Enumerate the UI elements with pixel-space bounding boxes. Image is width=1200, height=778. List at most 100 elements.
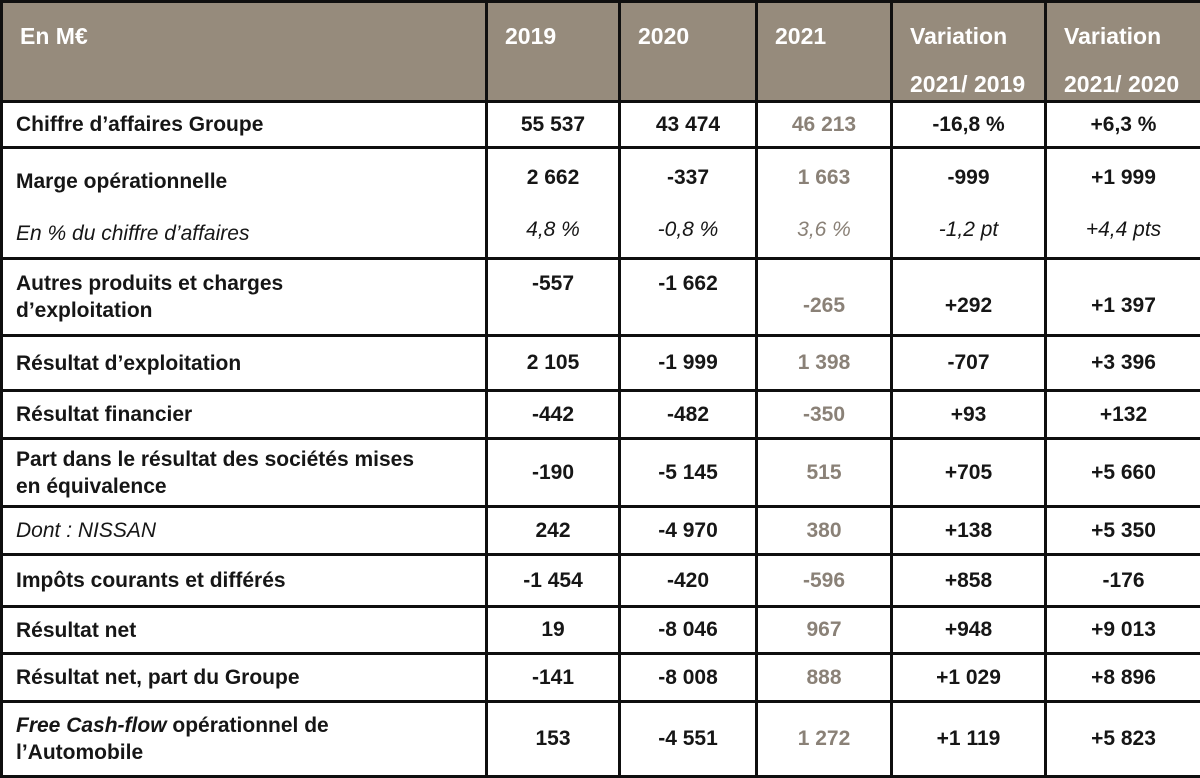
cell-variation-2019: +138 xyxy=(890,505,1047,556)
cell-2021: -265 xyxy=(755,257,893,337)
cell-variation-2020: +5 660 xyxy=(1044,437,1200,508)
cell-2019: 55 537 xyxy=(485,100,621,149)
row-label-line1: Free Cash-flow opérationnel de xyxy=(16,712,477,739)
cell-variation-2020: +5 823 xyxy=(1044,700,1200,778)
variation-period: 2021/ 2020 xyxy=(1064,71,1180,97)
cell-variation-2020: +1 397 xyxy=(1044,257,1200,337)
row-resultat-net: Résultat net 19 -8 046 967 +948 +9 013 xyxy=(0,605,1200,655)
row-label: Marge opérationnelle En % du chiffre d’a… xyxy=(0,146,488,260)
cell-variation-2020: -176 xyxy=(1044,553,1200,608)
cell-2021: 1 398 xyxy=(755,334,893,392)
cell-2021: 380 xyxy=(755,505,893,556)
value-sub: -1,2 pt xyxy=(938,218,999,241)
row-label-sub: En % du chiffre d’affaires xyxy=(16,222,250,245)
value-main: -337 xyxy=(666,166,710,189)
cell-variation-2020: +6,3 % xyxy=(1044,100,1200,149)
cell-2020: -337 -0,8 % xyxy=(618,146,758,260)
value-main: 2 662 xyxy=(526,166,580,189)
cell-2020: -4 970 xyxy=(618,505,758,556)
row-label-rest: opérationnel de xyxy=(166,714,329,737)
table-body: Chiffre d’affaires Groupe 55 537 43 474 … xyxy=(0,100,1200,778)
row-dont-nissan: Dont : NISSAN 242 -4 970 380 +138 +5 350 xyxy=(0,505,1200,556)
cell-variation-2020: +8 896 xyxy=(1044,652,1200,703)
row-label: Dont : NISSAN xyxy=(0,505,488,556)
row-label-line2: l’Automobile xyxy=(16,741,144,764)
cell-variation-2020: +132 xyxy=(1044,389,1200,440)
value-sub: 3,6 % xyxy=(797,218,851,241)
cell-variation-2019: +93 xyxy=(890,389,1047,440)
row-label: Part dans le résultat des sociétés mises… xyxy=(0,437,488,508)
row-free-cash-flow-automobile: Free Cash-flow opérationnel de l’Automob… xyxy=(0,700,1200,778)
cell-2021: -596 xyxy=(755,553,893,608)
cell-2020: -482 xyxy=(618,389,758,440)
cell-2021: 46 213 xyxy=(755,100,893,149)
header-2019: 2019 xyxy=(485,0,621,103)
cell-2019: 242 xyxy=(485,505,621,556)
cell-2020: -1 999 xyxy=(618,334,758,392)
row-label: Résultat net xyxy=(0,605,488,655)
row-autres-produits-et-charges: Autres produits et charges d’exploitatio… xyxy=(0,257,1200,337)
value-main: +1 999 xyxy=(1091,166,1156,189)
cell-2019: -1 454 xyxy=(485,553,621,608)
header-2020: 2020 xyxy=(618,0,758,103)
cell-2020: -8 046 xyxy=(618,605,758,655)
cell-2020: -1 662 xyxy=(618,257,758,337)
header-unit-cell: En M€ xyxy=(0,0,488,103)
cell-variation-2019: +292 xyxy=(890,257,1047,337)
row-label-line1: Autres produits et charges xyxy=(16,272,284,295)
cell-2020: -420 xyxy=(618,553,758,608)
cell-2020: -5 145 xyxy=(618,437,758,508)
cell-variation-2019: +705 xyxy=(890,437,1047,508)
cell-2020: -8 008 xyxy=(618,652,758,703)
row-label-main: Marge opérationnelle xyxy=(16,170,228,193)
row-label: Impôts courants et différés xyxy=(0,553,488,608)
cell-variation-2019: -999 -1,2 pt xyxy=(890,146,1047,260)
variation-label: Variation xyxy=(1064,23,1162,49)
value-sub: -0,8 % xyxy=(657,218,719,241)
row-label-italic-part: Free Cash-flow xyxy=(16,714,167,737)
cell-variation-2019: -707 xyxy=(890,334,1047,392)
cell-2019: -190 xyxy=(485,437,621,508)
row-label: Autres produits et charges d’exploitatio… xyxy=(0,257,488,337)
cell-variation-2019: +1 029 xyxy=(890,652,1047,703)
cell-variation-2019: -16,8 % xyxy=(890,100,1047,149)
cell-variation-2020: +5 350 xyxy=(1044,505,1200,556)
value-main: -999 xyxy=(947,166,990,189)
header-row: En M€ 2019 2020 2021 Variation 2021/ 2019… xyxy=(0,0,1200,103)
cell-2021: 1 272 xyxy=(755,700,893,778)
cell-2020: 43 474 xyxy=(618,100,758,149)
cell-2021: 888 xyxy=(755,652,893,703)
row-resultat-financier: Résultat financier -442 -482 -350 +93 +1… xyxy=(0,389,1200,440)
cell-2019: -141 xyxy=(485,652,621,703)
cell-2020: -4 551 xyxy=(618,700,758,778)
row-resultat-net-part-du-groupe: Résultat net, part du Groupe -141 -8 008… xyxy=(0,652,1200,703)
row-part-dans-le-resultat-des-societes: Part dans le résultat des sociétés mises… xyxy=(0,437,1200,508)
table-header: En M€ 2019 2020 2021 Variation 2021/ 2019… xyxy=(0,0,1200,103)
cell-variation-2020: +1 999 +4,4 pts xyxy=(1044,146,1200,260)
row-label-line2: en équivalence xyxy=(16,474,167,498)
row-chiffre-daffaires-groupe: Chiffre d’affaires Groupe 55 537 43 474 … xyxy=(0,100,1200,149)
row-label: Résultat d’exploitation xyxy=(0,334,488,392)
cell-2021: 515 xyxy=(755,437,893,508)
variation-label: Variation xyxy=(910,23,1008,49)
value-main: 1 663 xyxy=(797,166,851,189)
cell-2021: 967 xyxy=(755,605,893,655)
header-variation-2021-2020: Variation 2021/ 2020 xyxy=(1044,0,1200,103)
variation-period: 2021/ 2019 xyxy=(910,71,1026,97)
cell-variation-2020: +3 396 xyxy=(1044,334,1200,392)
cell-2019: 2 105 xyxy=(485,334,621,392)
row-label: Free Cash-flow opérationnel de l’Automob… xyxy=(0,700,488,778)
row-impots-courants-et-differes: Impôts courants et différés -1 454 -420 … xyxy=(0,553,1200,608)
cell-2021: 1 663 3,6 % xyxy=(755,146,893,260)
value-sub: +4,4 pts xyxy=(1085,218,1162,241)
cell-2019: 19 xyxy=(485,605,621,655)
cell-variation-2019: +858 xyxy=(890,553,1047,608)
cell-2019: -557 xyxy=(485,257,621,337)
row-label-line2: d’exploitation xyxy=(16,299,153,322)
row-resultat-dexploitation: Résultat d’exploitation 2 105 -1 999 1 3… xyxy=(0,334,1200,392)
row-label: Résultat financier xyxy=(0,389,488,440)
value-sub: 4,8 % xyxy=(526,218,580,241)
cell-2021: -350 xyxy=(755,389,893,440)
cell-2019: -442 xyxy=(485,389,621,440)
